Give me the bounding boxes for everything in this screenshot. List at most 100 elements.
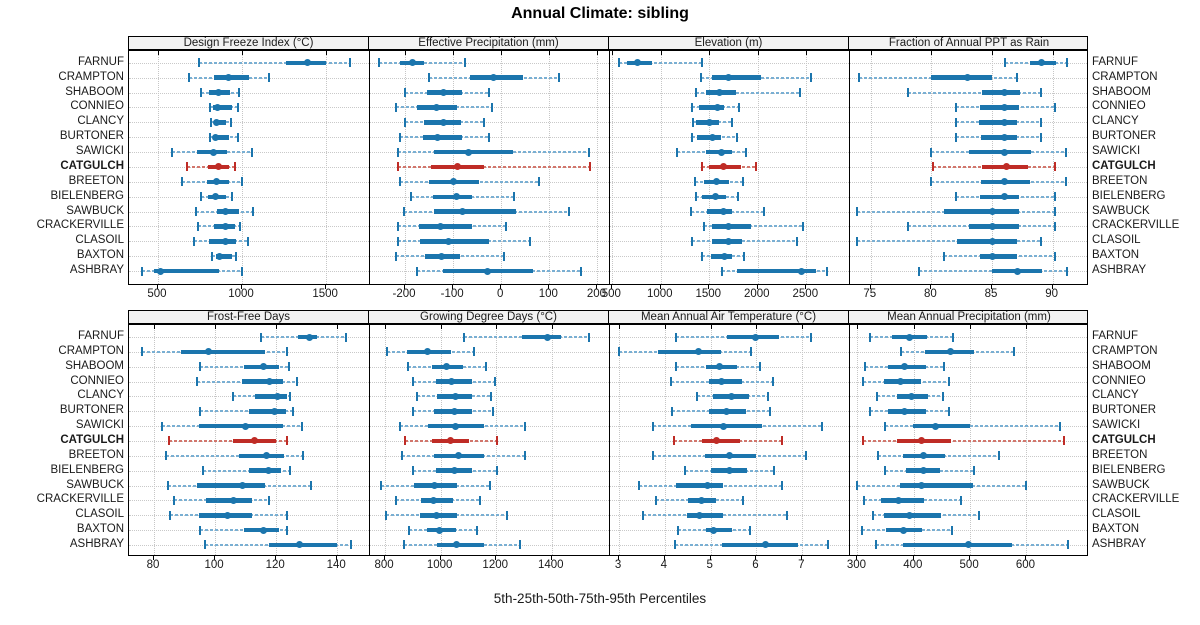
whisker-cap-low	[651, 421, 654, 431]
whisker-cap-high	[589, 162, 592, 172]
col-gridline	[597, 51, 599, 284]
col-gridline	[551, 325, 553, 555]
whisker-cap-low	[651, 451, 654, 461]
iqr-bar	[420, 498, 454, 503]
panel-divider	[849, 325, 850, 555]
panel-strip-title: Design Freeze Index (°C)	[129, 37, 369, 49]
median-dot	[725, 452, 733, 460]
whisker-cap-low	[397, 221, 400, 231]
col-gridline	[802, 325, 804, 555]
whisker-cap-high	[345, 332, 348, 342]
median-dot	[543, 333, 551, 341]
station-label-left: CLANCY	[77, 389, 124, 402]
station-label-right: CLANCY	[1092, 115, 1139, 128]
axis-tick-top	[619, 325, 621, 329]
whisker-cap-high	[286, 347, 289, 357]
station-label-left: CLANCY	[77, 115, 124, 128]
whisker-cap-low	[954, 132, 957, 142]
range-whisker	[166, 454, 304, 457]
median-dot	[452, 422, 460, 430]
whisker-cap-low	[862, 436, 865, 446]
whisker-cap-high	[771, 377, 774, 387]
row-gridline	[129, 62, 1087, 64]
range-whisker	[397, 165, 591, 168]
station-label-left: CLASOIL	[75, 234, 124, 247]
median-dot	[212, 133, 220, 141]
axis-tick-top	[337, 325, 339, 329]
median-dot	[459, 208, 467, 216]
row-gridline	[129, 77, 1087, 79]
whisker-cap-high	[476, 525, 479, 535]
whisker-cap-low	[930, 177, 933, 187]
whisker-cap-low	[395, 102, 398, 112]
whisker-cap-low	[173, 495, 176, 505]
whisker-cap-low	[404, 88, 407, 98]
whisker-cap-low	[931, 162, 934, 172]
station-label-right: SAWBUCK	[1092, 204, 1150, 217]
iqr-bar	[522, 334, 561, 340]
axis-tick-label: 800	[374, 559, 394, 571]
whisker-cap-high	[489, 391, 492, 401]
axis-tick-top	[405, 51, 407, 55]
iqr-bar	[899, 483, 973, 488]
median-dot	[440, 89, 448, 97]
row-gridline	[129, 530, 1087, 532]
station-label-left: CLASOIL	[75, 508, 124, 521]
axis-tick-top	[597, 51, 599, 55]
iqr-bar	[213, 135, 230, 140]
axis-tick-bottom	[548, 285, 550, 289]
station-label-left: CONNIEO	[70, 374, 124, 387]
whisker-cap-low	[399, 132, 402, 142]
whisker-cap-low	[416, 391, 419, 401]
whisker-cap-low	[670, 406, 673, 416]
whisker-cap-high	[488, 88, 491, 98]
whisker-cap-high	[288, 466, 291, 476]
page-title: Annual Climate: sibling	[511, 5, 689, 22]
panel-divider	[609, 325, 610, 555]
panel-strip-title: Mean Annual Air Temperature (°C)	[609, 311, 849, 323]
station-label-left: BREETON	[68, 174, 124, 187]
station-label-right: CRACKERVILLE	[1092, 219, 1180, 232]
median-dot	[229, 496, 237, 504]
axis-tick-bottom	[912, 556, 914, 560]
iqr-bar	[913, 423, 970, 429]
whisker-cap-high	[488, 132, 491, 142]
median-dot	[444, 237, 452, 245]
whisker-cap-low	[856, 207, 859, 217]
axis-tick-bottom	[596, 285, 598, 289]
whisker-cap-high	[1066, 540, 1069, 550]
whisker-cap-low	[699, 73, 702, 83]
whisker-cap-high	[524, 451, 527, 461]
axis-tick-label: 400	[903, 559, 923, 571]
whisker-cap-high	[743, 251, 746, 261]
axis-tick-bottom	[969, 556, 971, 560]
iqr-bar	[969, 149, 1031, 155]
median-dot	[438, 252, 446, 260]
whisker-cap-high	[755, 162, 758, 172]
whisker-cap-low	[696, 391, 699, 401]
median-dot	[454, 452, 462, 460]
whisker-cap-high	[742, 495, 745, 505]
whisker-cap-high	[505, 221, 508, 231]
axis-tick-bottom	[336, 556, 338, 560]
whisker-cap-high	[1016, 73, 1019, 83]
whisker-cap-high	[950, 525, 953, 535]
station-label-left: ASHBRAY	[69, 264, 124, 277]
station-label-right: FARNUF	[1092, 55, 1138, 68]
whisker-cap-low	[379, 481, 382, 490]
axis-tick-bottom	[241, 285, 243, 289]
axis-tick-bottom	[495, 556, 497, 560]
iqr-bar	[419, 239, 489, 244]
row-gridline	[129, 107, 1087, 109]
median-dot	[448, 378, 456, 386]
iqr-bar	[956, 239, 1018, 244]
whisker-cap-high	[1066, 58, 1069, 68]
whisker-cap-high	[567, 207, 570, 217]
station-label-right: FARNUF	[1092, 330, 1138, 342]
whisker-cap-low	[677, 525, 680, 535]
median-dot	[436, 526, 444, 534]
axis-tick-bottom	[930, 285, 932, 289]
median-dot	[718, 378, 726, 386]
col-gridline	[385, 325, 387, 555]
iqr-bar	[423, 135, 462, 140]
